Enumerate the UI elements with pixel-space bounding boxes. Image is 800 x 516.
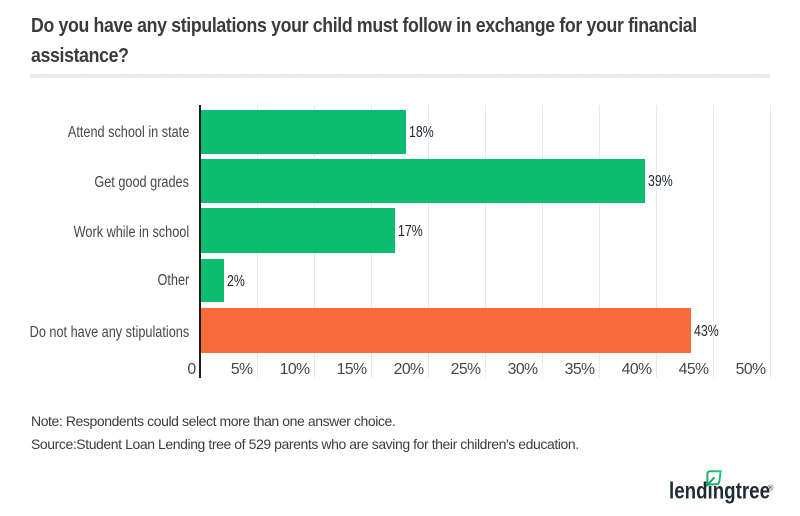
svg-text:®: ® xyxy=(768,484,774,493)
svg-text:lendıngtree: lendıngtree xyxy=(669,478,770,504)
